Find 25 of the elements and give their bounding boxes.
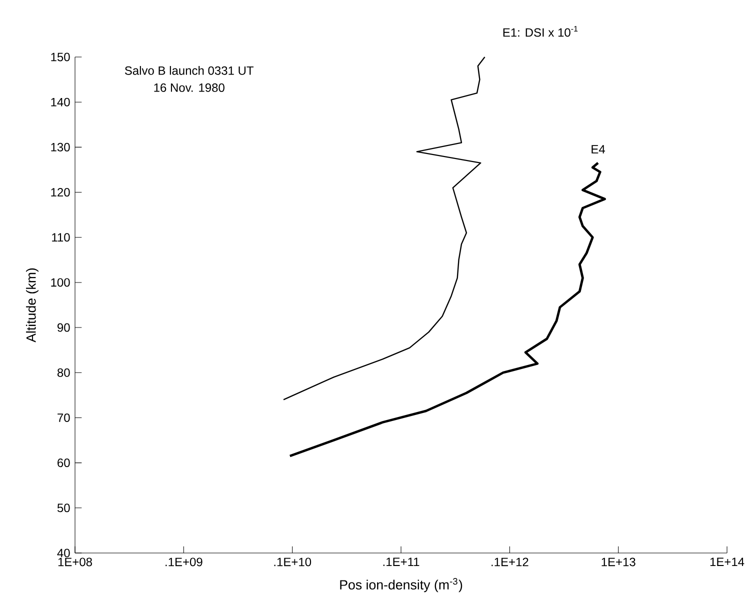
x-tick-label: .1E+09 (166, 558, 202, 566)
y-axis-title: Altitude (km) (26, 268, 38, 342)
x-tick-label: 1E+08 (58, 558, 92, 566)
y-tick-label: 100 (51, 278, 70, 287)
y-tick-label: 120 (51, 188, 70, 197)
x-axis-title: Pos ion-density (m$^{-3}$) (340, 578, 462, 592)
annotation: Salvo B launch 0331 UT (124, 66, 254, 75)
y-tick-label: 80 (57, 368, 70, 377)
x-tick-label: 1E+13 (602, 558, 636, 566)
annotation: 16 Nov. 1980 (154, 83, 224, 92)
series-label: E4 (592, 145, 605, 154)
y-tick-label: 110 (52, 233, 70, 242)
x-tick-label: .1E+11 (383, 558, 420, 566)
x-tick-label: 1E+14 (710, 558, 744, 566)
y-tick-label: 70 (58, 413, 70, 422)
y-tick-label: 60 (58, 458, 70, 468)
y-tick-label: 150 (51, 52, 70, 62)
y-tick-label: 130 (51, 142, 70, 152)
y-tick-label: 140 (51, 98, 70, 106)
x-tick-label: .1E+12 (492, 558, 528, 566)
y-tick-label: 90 (58, 323, 70, 332)
text: E1: DSI x 10$^{-1}$ (503, 26, 578, 37)
y-tick-label: 50 (57, 504, 70, 512)
x-tick-label: .1E+10 (274, 558, 312, 566)
y-tick-label: 40 (57, 548, 70, 558)
